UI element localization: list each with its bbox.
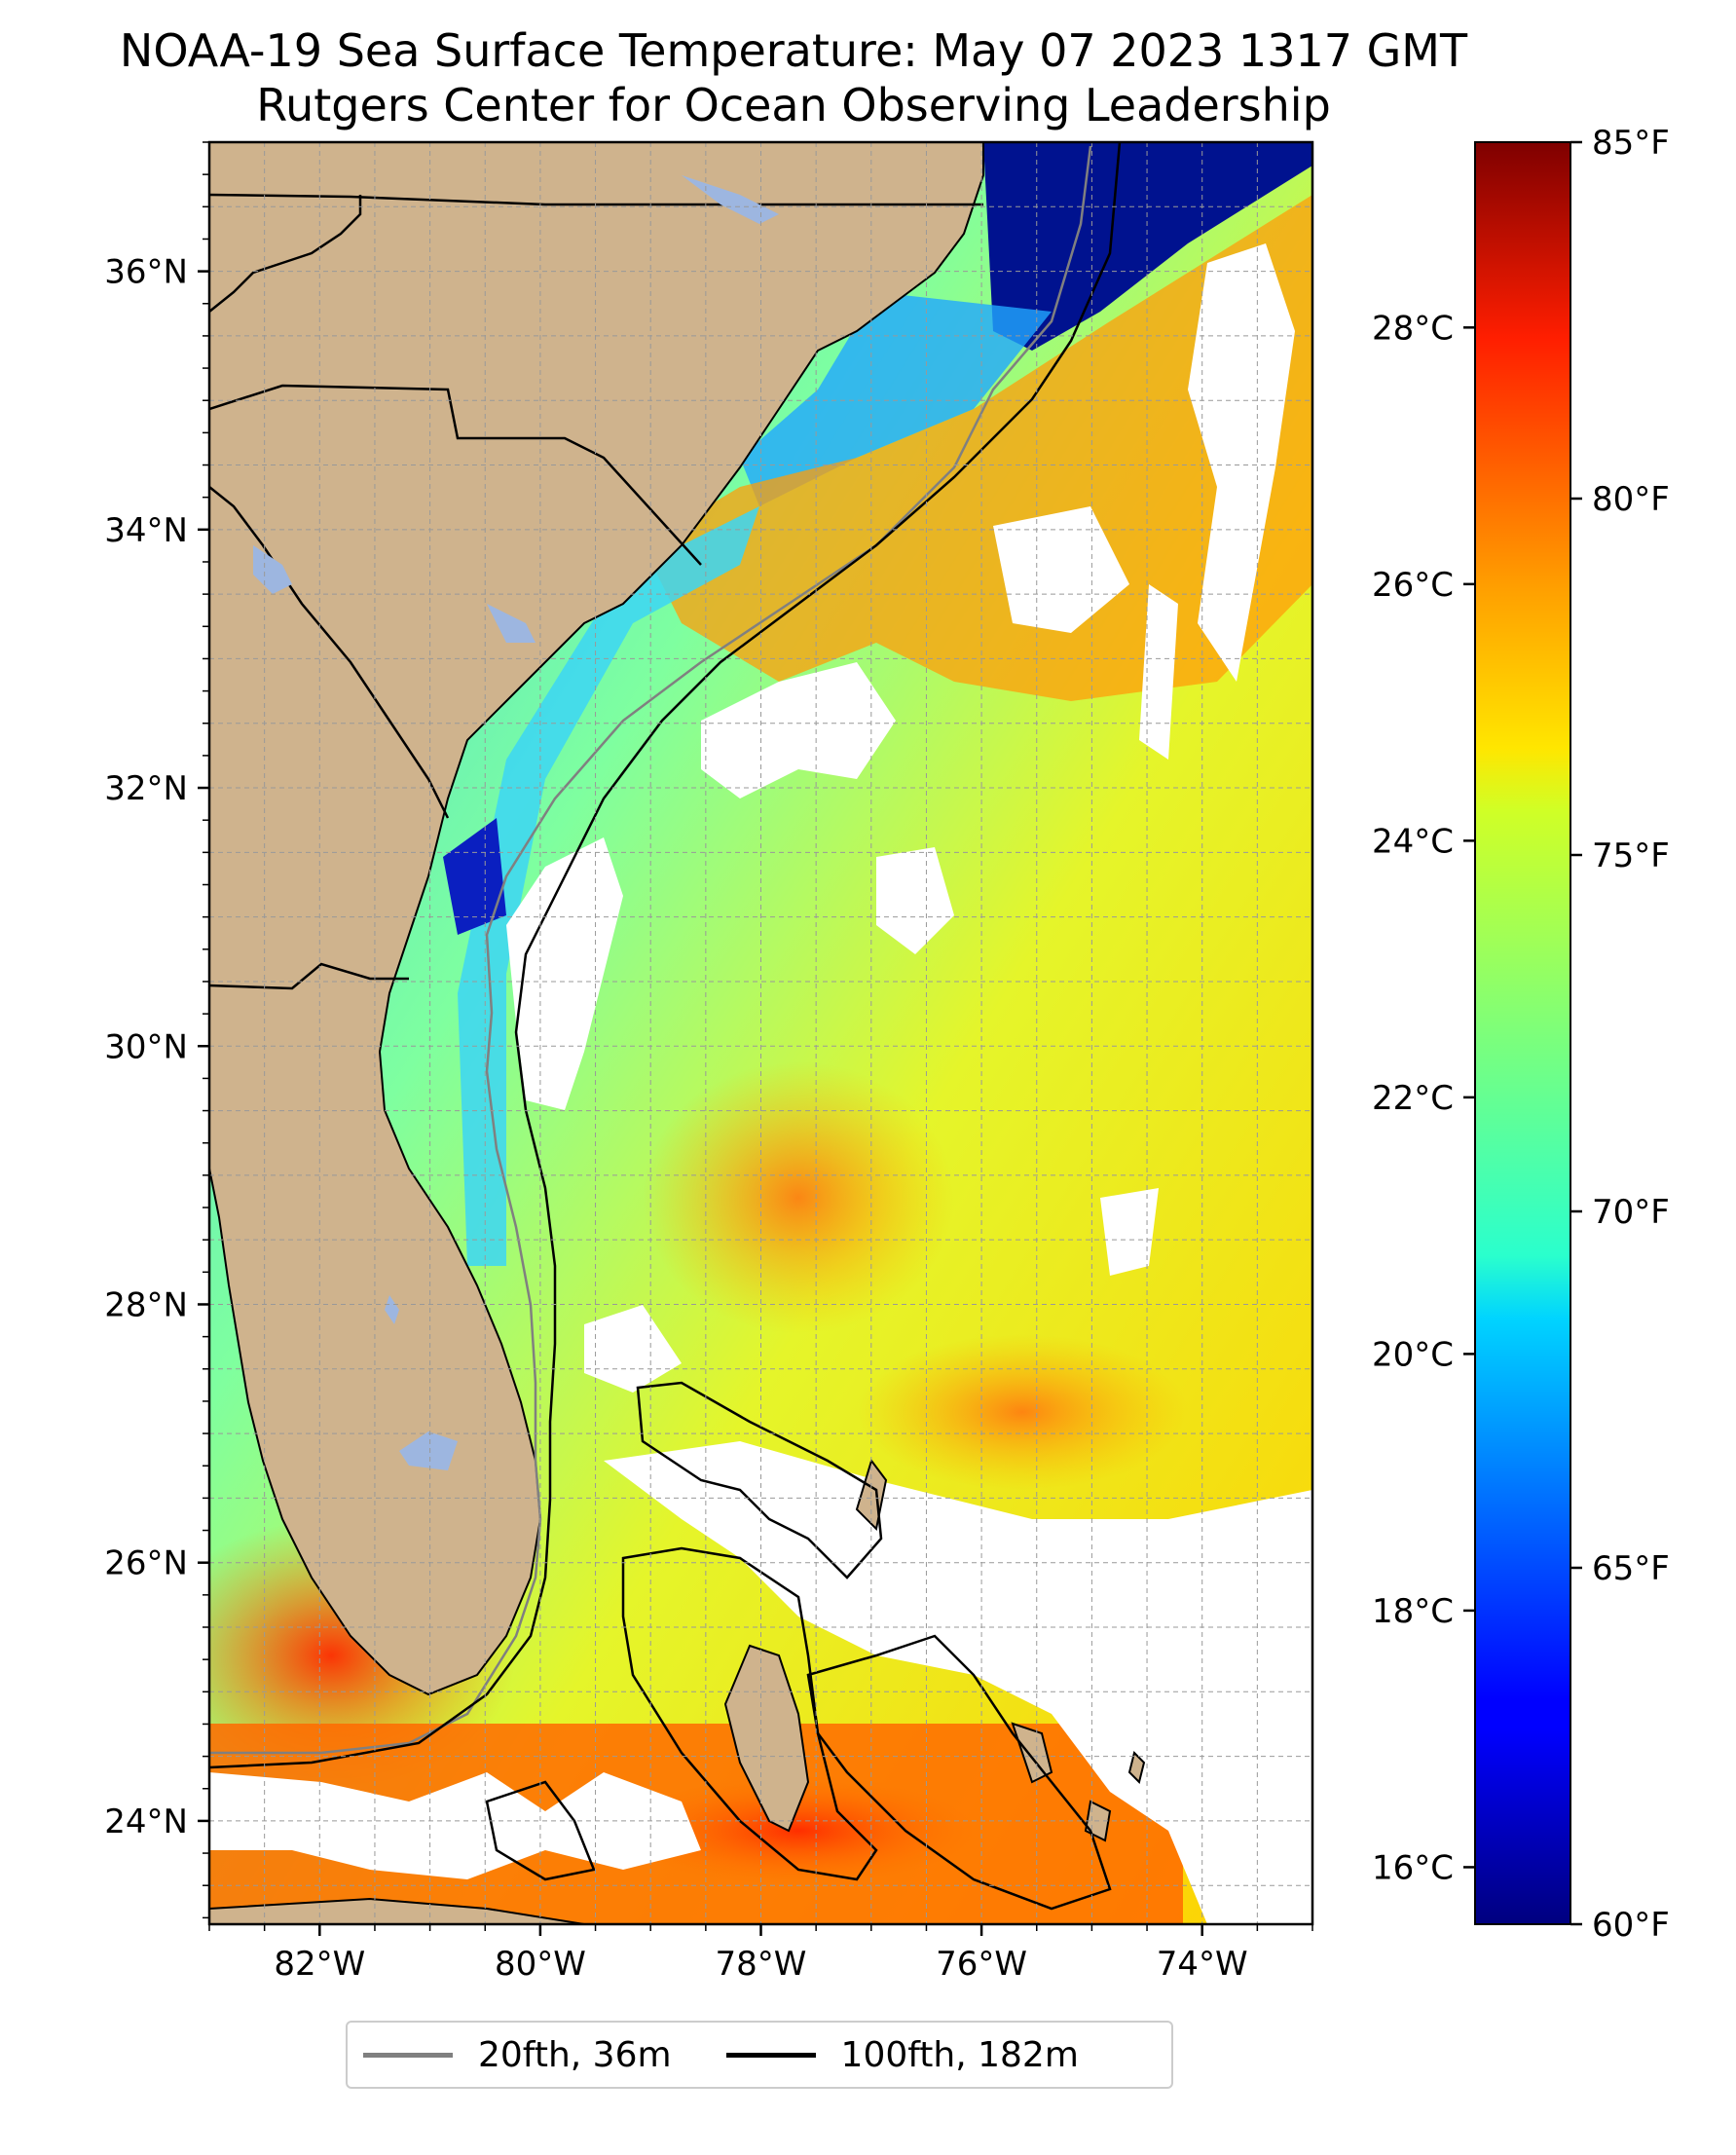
latitude-axis: 36°N 34°N 32°N 30°N 28°N 26°N 24°N	[104, 141, 209, 1919]
cool-shelf-water	[740, 292, 1052, 506]
lat-tick-label: 32°N	[104, 769, 188, 808]
legend-label-100fth: 100fth, 182m	[840, 2034, 1079, 2075]
colorbar-celsius-axis: 28°C 26°C 24°C 22°C 20°C 18°C 16°C	[1372, 309, 1475, 1887]
colorbar-c-label: 24°C	[1372, 822, 1454, 861]
colorbar-f-label: 85°F	[1592, 124, 1670, 163]
chart-title: NOAA-19 Sea Surface Temperature: May 07 …	[119, 24, 1468, 77]
cuba-north-hot-water	[604, 1772, 993, 1889]
legend: 20fth, 36m 100fth, 182m	[346, 2021, 1173, 2089]
lon-tick-label: 74°W	[1157, 1945, 1248, 1984]
colorbar-fahrenheit-axis: 85°F 80°F 75°F 70°F 65°F 60°F	[1570, 124, 1670, 1945]
longitude-axis: 82°W 80°W 78°W 76°W 74°W	[208, 1924, 1313, 1984]
legend-item-20fth: 20fth, 36m	[363, 2035, 672, 2075]
colorbar-c-label: 22°C	[1372, 1079, 1454, 1118]
colorbar-f-label: 70°F	[1592, 1193, 1670, 1232]
isobath-great-bahama	[621, 1546, 878, 1881]
legend-swatch-100fth	[725, 2052, 816, 2058]
gridlines	[209, 142, 1312, 1924]
cold-water-north	[983, 142, 1312, 351]
lat-tick-label: 24°N	[104, 1802, 188, 1841]
lat-tick-label: 26°N	[104, 1544, 188, 1583]
lon-tick-label: 78°W	[716, 1945, 807, 1984]
chart-subtitle: Rutgers Center for Ocean Observing Leade…	[256, 79, 1331, 131]
colorbar-f-label: 80°F	[1592, 480, 1670, 519]
lat-tick-label: 34°N	[104, 511, 188, 550]
warm-eddy-south	[857, 1334, 1188, 1490]
lat-tick-label: 36°N	[104, 253, 188, 292]
isobath-20fth	[209, 145, 1092, 1755]
map-area	[209, 142, 1312, 1924]
isobath-100fth	[209, 142, 1122, 1769]
isobath-eastern-bank	[806, 1634, 1112, 1911]
legend-label-20fth: 20fth, 36m	[478, 2034, 672, 2075]
warm-eddy	[643, 1061, 954, 1334]
lat-tick-label: 30°N	[104, 1027, 188, 1066]
cloud-mask	[209, 243, 1312, 1924]
colorbar-c-label: 18°C	[1372, 1592, 1454, 1631]
lat-tick-label: 28°N	[104, 1285, 188, 1324]
colorbar-c-label: 20°C	[1372, 1335, 1454, 1374]
gulf-stream-warm-core	[643, 195, 1312, 701]
lon-tick-label: 80°W	[495, 1945, 586, 1984]
colorbar-c-label: 28°C	[1372, 309, 1454, 348]
colorbar	[1474, 141, 1571, 1925]
state-borders	[209, 193, 983, 990]
colorbar-c-label: 16°C	[1372, 1848, 1454, 1887]
isobath-bahamas	[636, 1381, 883, 1579]
colorbar-f-label: 75°F	[1592, 836, 1670, 875]
colorbar-f-label: 60°F	[1592, 1906, 1670, 1945]
colorbar-c-label: 26°C	[1372, 566, 1454, 605]
colorbar-f-label: 65°F	[1592, 1549, 1670, 1588]
cold-upwelling-patch	[443, 818, 506, 935]
lon-tick-label: 76°W	[936, 1945, 1027, 1984]
lon-tick-label: 82°W	[274, 1945, 365, 1984]
isobath-cay-sal	[485, 1780, 596, 1881]
legend-item-100fth: 100fth, 182m	[725, 2034, 1079, 2075]
legend-swatch-20fth	[363, 2052, 453, 2058]
